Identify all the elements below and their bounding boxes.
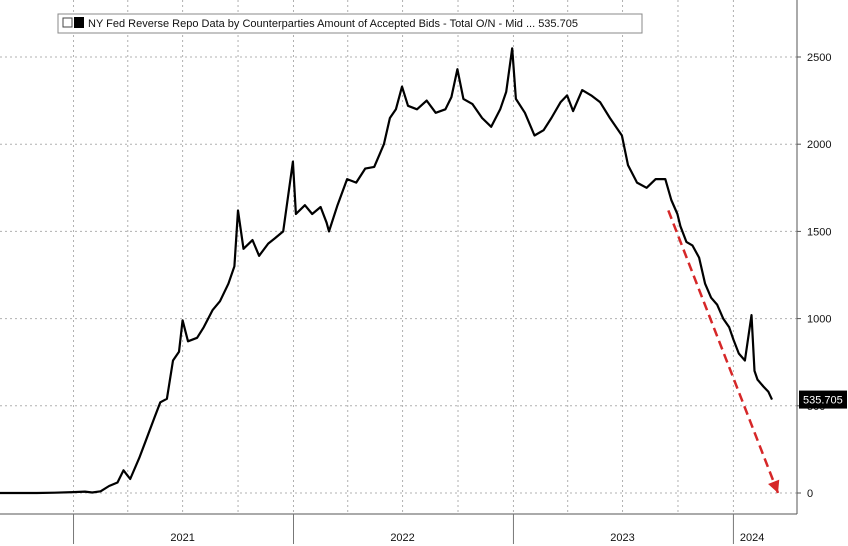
trend-layer (667, 210, 780, 494)
series-line (0, 47, 773, 495)
series-layer (0, 47, 773, 495)
legend-series-label: NY Fed Reverse Repo Data by Counterparti… (88, 18, 578, 30)
x-axis: 2021 2022 2023 2024 (73, 514, 764, 544)
x-tick-label: 2023 (610, 532, 634, 544)
y-axis: 05001000150020002500 (797, 52, 831, 500)
plot-frame (0, 0, 798, 515)
trend-arrow-head (768, 479, 780, 493)
last-value-label: 535.705 (803, 395, 843, 407)
y-tick-label: 1500 (807, 226, 831, 238)
legend-box (57, 13, 643, 34)
y-tick-label: 1000 (807, 314, 831, 326)
x-tick-label: 2022 (390, 532, 414, 544)
y-tick-label: 0 (807, 488, 813, 500)
grid (0, 0, 797, 514)
legend-swatch (74, 17, 84, 28)
legend-checkbox[interactable] (62, 17, 73, 28)
y-tick-label: 2000 (807, 139, 831, 151)
trend-arrow-line (667, 210, 780, 494)
legend: NY Fed Reverse Repo Data by Counterparti… (57, 13, 643, 34)
x-tick-label: 2024 (740, 532, 764, 544)
x-tick-label: 2021 (170, 532, 194, 544)
last-value-tag: 535.705 (799, 390, 847, 409)
y-tick-label: 2500 (807, 52, 831, 64)
last-value-box (799, 390, 847, 409)
